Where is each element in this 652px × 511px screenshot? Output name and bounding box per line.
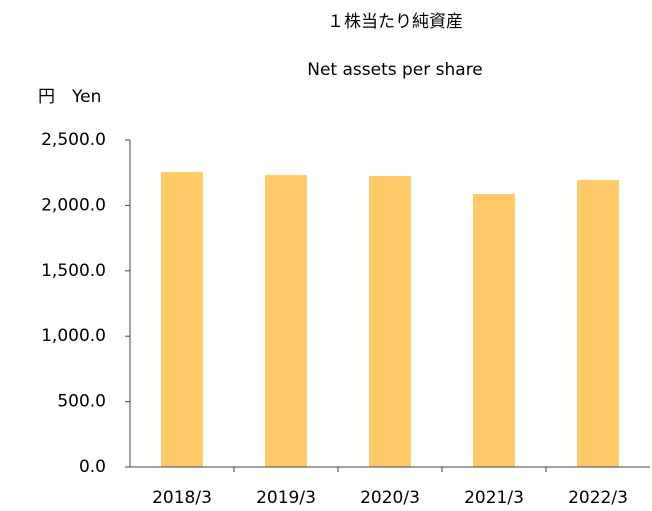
bar [473, 194, 515, 468]
y-tick-label: 1,000.0 [41, 326, 106, 346]
x-tick-label: 2022/3 [568, 488, 628, 508]
bar [577, 180, 619, 468]
y-axis-label: 円 Yen [38, 87, 101, 107]
y-tick-label: 2,500.0 [41, 130, 106, 150]
y-tick-label: 2,000.0 [41, 195, 106, 215]
x-tick-label: 2021/3 [464, 488, 524, 508]
bar [265, 175, 307, 468]
chart-subtitle: Net assets per share [307, 60, 483, 80]
x-tick-label: 2019/3 [256, 488, 316, 508]
bar [369, 175, 411, 467]
y-tick-label: 0.0 [79, 457, 106, 477]
x-tick-label: 2020/3 [360, 488, 420, 508]
y-tick-label: 500.0 [57, 392, 106, 412]
x-tick-label: 2018/3 [152, 488, 212, 508]
bar [161, 172, 203, 467]
chart-title: １株当たり純資産 [327, 12, 463, 32]
y-tick-label: 1,500.0 [41, 261, 106, 281]
